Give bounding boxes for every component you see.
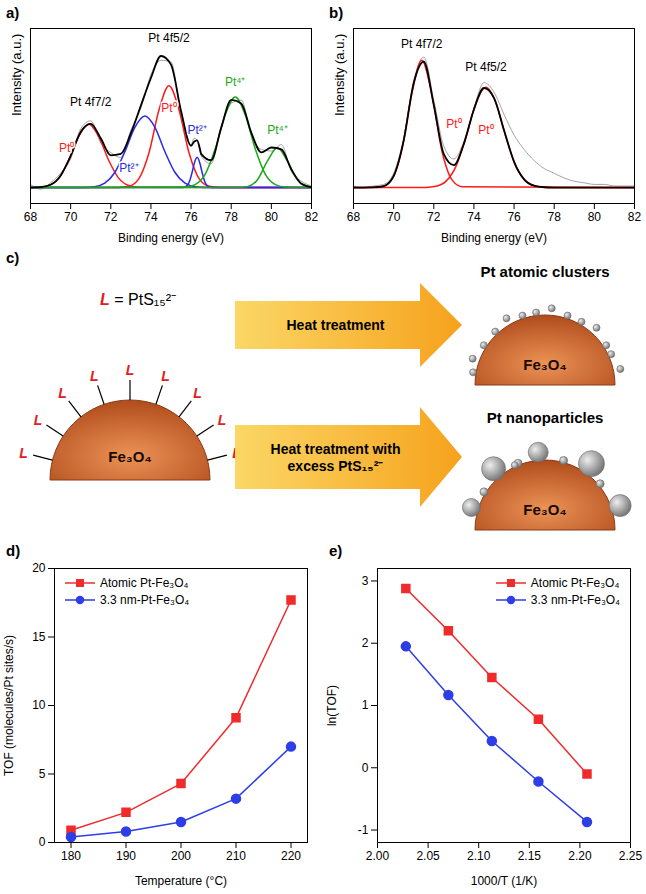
html-text:3.3 nm-Pt-Fe₃O₄: 3.3 nm-Pt-Fe₃O₄ xyxy=(100,593,190,607)
svg-text:74: 74 xyxy=(467,210,481,224)
svg-text:L = PtS₁₅²⁻: L = PtS₁₅²⁻ xyxy=(100,291,176,308)
svg-text:Pt⁰: Pt⁰ xyxy=(478,123,493,137)
svg-text:70: 70 xyxy=(64,210,78,224)
svg-text:Binding energy (eV): Binding energy (eV) xyxy=(441,231,547,245)
svg-text:L: L xyxy=(218,412,227,428)
svg-text:Pt nanoparticles: Pt nanoparticles xyxy=(487,409,604,426)
svg-text:Pt⁰: Pt⁰ xyxy=(161,101,176,115)
svg-text:TOF (molecules/Pt sites/s): TOF (molecules/Pt sites/s) xyxy=(2,635,16,776)
svg-text:Pt 4f5/2: Pt 4f5/2 xyxy=(148,31,190,45)
svg-text:82: 82 xyxy=(628,210,642,224)
svg-text:Pt⁴⁺: Pt⁴⁺ xyxy=(267,123,288,137)
svg-text:2.00: 2.00 xyxy=(366,849,390,863)
svg-text:2.10: 2.10 xyxy=(467,849,491,863)
svg-text:Pt⁰: Pt⁰ xyxy=(446,117,461,131)
svg-text:190: 190 xyxy=(116,849,136,863)
svg-text:80: 80 xyxy=(588,210,602,224)
html-text:e): e) xyxy=(329,542,343,559)
svg-text:Heat treatment with: Heat treatment with xyxy=(271,441,401,457)
svg-text:Intensity (a.u.): Intensity (a.u.) xyxy=(9,34,24,116)
svg-text:2.20: 2.20 xyxy=(568,849,592,863)
svg-text:Fe₃O₄: Fe₃O₄ xyxy=(523,501,566,518)
svg-text:Pt 4f5/2: Pt 4f5/2 xyxy=(465,60,507,74)
svg-text:Pt⁴⁺: Pt⁴⁺ xyxy=(225,75,246,89)
svg-text:Pt⁰: Pt⁰ xyxy=(59,141,74,155)
svg-text:L: L xyxy=(126,362,135,378)
svg-text:Pt 4f7/2: Pt 4f7/2 xyxy=(401,37,443,51)
svg-text:Intensity (a.u.): Intensity (a.u.) xyxy=(332,34,347,116)
svg-text:0: 0 xyxy=(362,761,369,775)
html-text:Atomic Pt-Fe₃O₄: Atomic Pt-Fe₃O₄ xyxy=(530,576,620,590)
html-text:Atomic Pt-Fe₃O₄: Atomic Pt-Fe₃O₄ xyxy=(100,576,189,590)
svg-text:Heat treatment: Heat treatment xyxy=(286,317,384,333)
svg-text:200: 200 xyxy=(171,849,191,863)
svg-text:L: L xyxy=(193,385,202,401)
svg-text:Pt²⁺: Pt²⁺ xyxy=(187,123,206,137)
svg-text:c): c) xyxy=(6,249,19,266)
svg-text:1: 1 xyxy=(362,698,369,712)
html-text:b): b) xyxy=(329,4,344,21)
html-text:3.3 nm-Pt-Fe₃O₄: 3.3 nm-Pt-Fe₃O₄ xyxy=(530,593,620,607)
svg-text:68: 68 xyxy=(24,210,38,224)
svg-text:ln(TOF): ln(TOF) xyxy=(325,685,339,726)
svg-text:78: 78 xyxy=(548,210,562,224)
svg-text:L: L xyxy=(58,385,67,401)
svg-text:80: 80 xyxy=(265,210,279,224)
svg-text:2: 2 xyxy=(362,636,369,650)
svg-text:20: 20 xyxy=(32,561,46,575)
svg-text:5: 5 xyxy=(39,767,46,781)
svg-text:-1: -1 xyxy=(358,823,369,837)
svg-text:3: 3 xyxy=(362,574,369,588)
svg-text:Pt atomic clusters: Pt atomic clusters xyxy=(480,263,609,280)
svg-text:L: L xyxy=(34,412,43,428)
svg-text:74: 74 xyxy=(144,210,158,224)
svg-text:L: L xyxy=(19,445,28,461)
svg-text:15: 15 xyxy=(32,630,46,644)
svg-text:72: 72 xyxy=(104,210,118,224)
svg-text:2.05: 2.05 xyxy=(416,849,440,863)
svg-text:10: 10 xyxy=(32,698,46,712)
svg-text:2.25: 2.25 xyxy=(619,849,643,863)
svg-text:72: 72 xyxy=(427,210,441,224)
svg-text:excess PtS₁₅²⁻: excess PtS₁₅²⁻ xyxy=(288,458,384,474)
svg-text:Pt 4f7/2: Pt 4f7/2 xyxy=(70,95,112,109)
svg-text:0: 0 xyxy=(39,835,46,849)
svg-text:Binding energy (eV): Binding energy (eV) xyxy=(118,231,224,245)
html-text:a): a) xyxy=(6,4,20,21)
svg-text:Temperature (°C): Temperature (°C) xyxy=(135,874,227,888)
svg-text:70: 70 xyxy=(387,210,401,224)
svg-text:220: 220 xyxy=(281,849,301,863)
svg-text:82: 82 xyxy=(305,210,319,224)
svg-text:1000/T (1/K): 1000/T (1/K) xyxy=(471,874,537,888)
svg-text:68: 68 xyxy=(347,210,361,224)
svg-text:Pt²⁺: Pt²⁺ xyxy=(119,161,138,175)
svg-text:76: 76 xyxy=(184,210,198,224)
svg-text:L: L xyxy=(90,368,99,384)
svg-text:180: 180 xyxy=(61,849,81,863)
svg-text:210: 210 xyxy=(226,849,246,863)
svg-text:Fe₃O₄: Fe₃O₄ xyxy=(523,356,566,373)
svg-text:2.15: 2.15 xyxy=(518,849,542,863)
svg-text:L: L xyxy=(161,368,170,384)
svg-text:76: 76 xyxy=(507,210,521,224)
svg-text:Fe₃O₄: Fe₃O₄ xyxy=(108,448,151,465)
svg-text:78: 78 xyxy=(225,210,239,224)
html-text:d): d) xyxy=(6,542,21,559)
